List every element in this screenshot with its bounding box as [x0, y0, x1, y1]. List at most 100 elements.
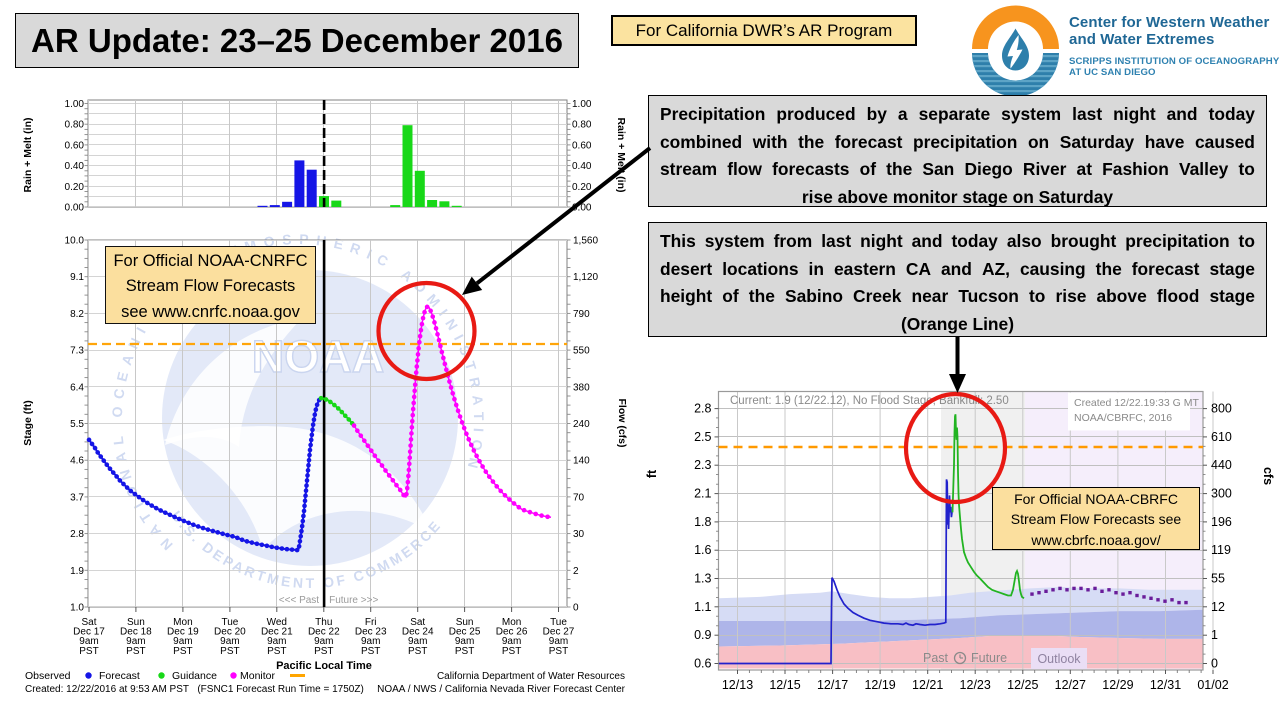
svg-text:3.7: 3.7	[70, 492, 84, 503]
svg-text:0.80: 0.80	[572, 120, 592, 131]
svg-text:610: 610	[1211, 430, 1232, 444]
svg-text:Rain + Melt (in): Rain + Melt (in)	[615, 118, 627, 193]
svg-text:Guidance: Guidance	[172, 670, 217, 682]
svg-text:440: 440	[1211, 458, 1232, 472]
svg-text:550: 550	[573, 346, 590, 357]
svg-text:Sun: Sun	[456, 617, 474, 628]
svg-text:30: 30	[573, 529, 585, 540]
svg-text:9am: 9am	[79, 636, 98, 647]
svg-text:70: 70	[573, 492, 585, 503]
svg-text:1.00: 1.00	[572, 99, 592, 110]
svg-text:PST: PST	[549, 646, 568, 657]
svg-text:5.5: 5.5	[70, 419, 84, 430]
svg-text:Fri: Fri	[365, 617, 377, 628]
svg-text:Dec 26: Dec 26	[496, 627, 528, 638]
svg-text:9am: 9am	[502, 636, 521, 647]
svg-text:0.80: 0.80	[65, 120, 85, 131]
svg-text:1.3: 1.3	[694, 572, 711, 586]
svg-text:Tue: Tue	[221, 617, 238, 628]
svg-text:119: 119	[1211, 543, 1231, 557]
svg-text:9am: 9am	[314, 636, 333, 647]
svg-text:12: 12	[1211, 600, 1225, 614]
svg-text:Wed: Wed	[267, 617, 287, 628]
svg-text:2.8: 2.8	[70, 529, 84, 540]
svg-text:Stage (ft): Stage (ft)	[22, 400, 34, 446]
svg-text:12/19: 12/19	[864, 678, 895, 692]
svg-text:8.2: 8.2	[70, 309, 84, 320]
svg-text:1,560: 1,560	[573, 236, 598, 247]
svg-text:9am: 9am	[408, 636, 427, 647]
svg-text:ft: ft	[645, 469, 659, 478]
svg-text:380: 380	[573, 382, 590, 393]
svg-text:PST: PST	[79, 646, 98, 657]
svg-text:0.60: 0.60	[572, 140, 592, 151]
svg-text:9am: 9am	[220, 636, 239, 647]
svg-text:7.3: 7.3	[70, 346, 84, 357]
svg-text:1.1: 1.1	[694, 600, 711, 614]
svg-text:Dec 22: Dec 22	[308, 627, 340, 638]
svg-text:Tue: Tue	[550, 617, 567, 628]
svg-text:California Department of Water: California Department of Water Resources	[437, 671, 625, 682]
svg-text:2: 2	[573, 566, 579, 577]
svg-text:Sat: Sat	[410, 617, 425, 628]
svg-text:9am: 9am	[267, 636, 286, 647]
svg-text:12/13: 12/13	[722, 678, 753, 692]
svg-text:0.9: 0.9	[694, 628, 711, 642]
svg-text:Pacific Local Time: Pacific Local Time	[276, 660, 372, 672]
svg-text:Dec 23: Dec 23	[355, 627, 387, 638]
svg-text:1.9: 1.9	[70, 566, 84, 577]
svg-text:196: 196	[1211, 515, 1232, 529]
svg-text:12/25: 12/25	[1007, 678, 1038, 692]
svg-text:PST: PST	[173, 646, 192, 657]
svg-text:PST: PST	[126, 646, 145, 657]
svg-text:Dec 21: Dec 21	[261, 627, 293, 638]
svg-text:Dec 20: Dec 20	[214, 627, 246, 638]
svg-text:9.1: 9.1	[70, 272, 84, 283]
svg-text:Past: Past	[923, 651, 949, 665]
svg-text:9am: 9am	[126, 636, 145, 647]
svg-text:1: 1	[1211, 628, 1218, 642]
svg-text:Dec 25: Dec 25	[449, 627, 481, 638]
svg-text:PST: PST	[455, 646, 474, 657]
svg-text:0.00: 0.00	[65, 203, 85, 214]
svg-text:Rain + Melt (in): Rain + Melt (in)	[22, 118, 34, 193]
svg-text:0.20: 0.20	[572, 182, 592, 193]
svg-text:0.00: 0.00	[572, 203, 592, 214]
svg-text:Dec 17: Dec 17	[73, 627, 105, 638]
svg-text:9am: 9am	[361, 636, 380, 647]
svg-text:300: 300	[1211, 487, 1232, 501]
svg-text:Monitor: Monitor	[240, 670, 276, 682]
svg-text:12/21: 12/21	[912, 678, 943, 692]
svg-text:10.0: 10.0	[65, 236, 85, 247]
svg-text:Sun: Sun	[127, 617, 145, 628]
svg-text:2.1: 2.1	[694, 487, 711, 501]
svg-text:PST: PST	[361, 646, 380, 657]
svg-text:Sat: Sat	[81, 617, 96, 628]
svg-text:PST: PST	[267, 646, 286, 657]
svg-text:1.0: 1.0	[70, 603, 84, 614]
svg-text:Created: 12/22/2016 at 9:53 AM: Created: 12/22/2016 at 9:53 AM PST (FSNC…	[25, 684, 364, 695]
svg-text:0.40: 0.40	[65, 161, 85, 172]
svg-text:1.00: 1.00	[65, 99, 85, 110]
svg-text:Future >>>: Future >>>	[329, 595, 378, 606]
svg-text:4.6: 4.6	[70, 456, 84, 467]
svg-text:9am: 9am	[549, 636, 568, 647]
svg-text:9am: 9am	[455, 636, 474, 647]
svg-text:800: 800	[1211, 402, 1232, 416]
svg-text:cfs: cfs	[1261, 467, 1275, 485]
svg-text:2.8: 2.8	[694, 402, 711, 416]
svg-text:Mon: Mon	[173, 617, 192, 628]
svg-text:140: 140	[573, 456, 590, 467]
svg-text:PST: PST	[502, 646, 521, 657]
svg-text:Observed: Observed	[25, 670, 71, 682]
svg-text:<<< Past: <<< Past	[279, 595, 320, 606]
svg-text:NOAA/CBRFC, 2016: NOAA/CBRFC, 2016	[1074, 412, 1172, 424]
svg-text:0.60: 0.60	[65, 140, 85, 151]
svg-text:0.6: 0.6	[694, 657, 711, 671]
svg-text:Forecast: Forecast	[99, 670, 140, 682]
svg-text:790: 790	[573, 309, 590, 320]
svg-text:55: 55	[1211, 572, 1225, 586]
svg-text:Created 12/22.19:33 G MT: Created 12/22.19:33 G MT	[1074, 397, 1199, 409]
svg-text:Dec 27: Dec 27	[543, 627, 575, 638]
svg-text:0.40: 0.40	[572, 161, 592, 172]
